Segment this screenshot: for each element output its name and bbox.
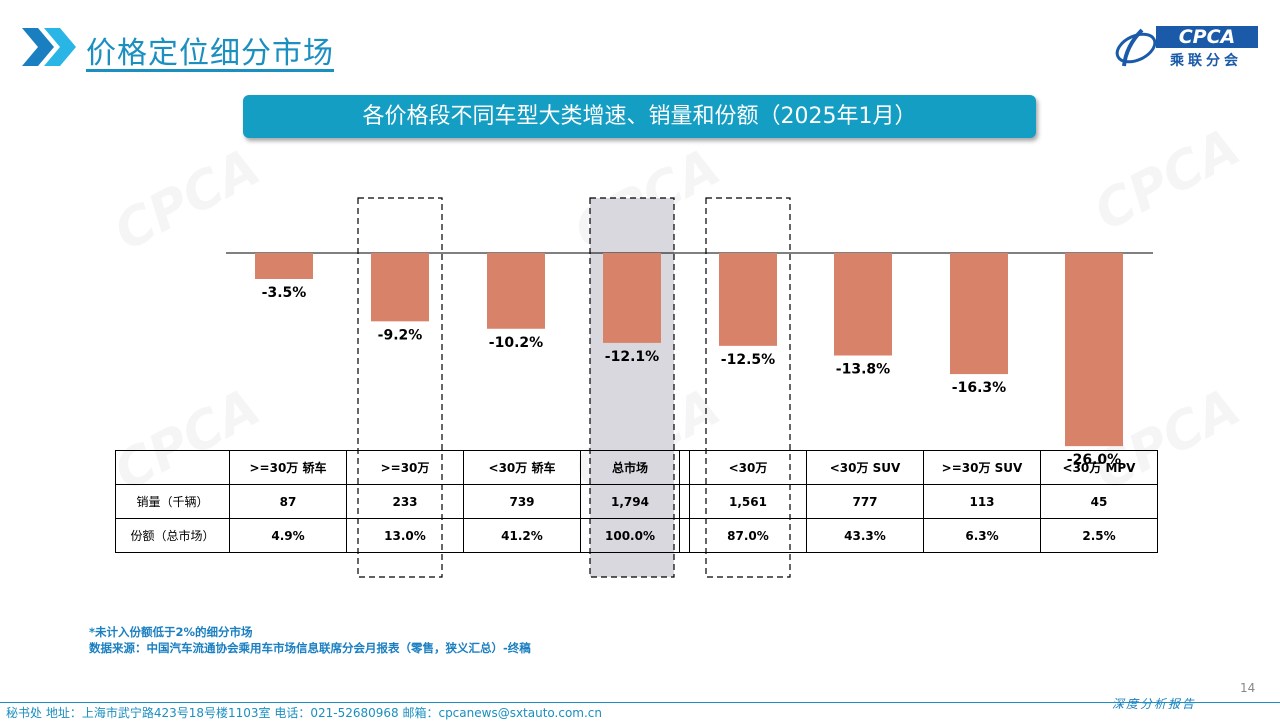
footer-contact: 秘书处 地址：上海市武宁路423号18号楼1103室 电话：021-526809… (6, 706, 603, 720)
table-cell: <30万 SUV (806, 450, 924, 485)
bar (950, 253, 1008, 375)
title-chevron-icon (22, 28, 76, 66)
table-header-row: >=30万 轿车 >=30万 <30万 轿车 总市场 <30万 <30万 SUV >=30万… (115, 450, 1158, 485)
table-row: 份额（总市场） 4.9% 13.0% 41.2% 100.0% 87.0% 43.3% 6.3… (115, 518, 1158, 553)
table-cell: >=30万 (346, 450, 464, 485)
page-title: 价格定位细分市场 (86, 36, 334, 71)
bar (603, 253, 661, 343)
table-cell: 87.0% (689, 518, 807, 553)
table-cell: 41.2% (463, 518, 581, 553)
table-cell: 87 (229, 484, 347, 519)
table-cell: 1,561 (689, 484, 807, 519)
bar (255, 253, 313, 279)
footer-divider (0, 702, 1280, 703)
table-cell: <30万 (689, 450, 807, 485)
table-row-label: 销量（千辆） (115, 484, 230, 519)
table-cell: 100.0% (580, 518, 680, 553)
cpca-logo: CPCA 乘联分会 (1112, 24, 1262, 72)
table-cell: <30万 轿车 (463, 450, 581, 485)
logo-cn: 乘联分会 (1170, 53, 1242, 69)
bar-value-label: -13.8% (836, 362, 890, 378)
table-cell: 4.9% (229, 518, 347, 553)
table-spacer (679, 484, 690, 519)
highlight-box (705, 197, 791, 578)
data-table: >=30万 轿车 >=30万 <30万 轿车 总市场 <30万 <30万 SUV >=30万… (115, 450, 1158, 553)
bar-value-label: -3.5% (262, 285, 307, 301)
bar-value-label: -16.3% (952, 380, 1006, 396)
table-cell: >=30万 轿车 (229, 450, 347, 485)
table-cell: 45 (1040, 484, 1158, 519)
bar (1065, 253, 1123, 447)
bar-value-label: -12.1% (605, 349, 659, 365)
table-cell: <30万 MPV (1040, 450, 1158, 485)
bar (487, 253, 545, 329)
table-row-label: 份额（总市场） (115, 518, 230, 553)
table-cell: 777 (806, 484, 924, 519)
table-cell: 113 (923, 484, 1041, 519)
table-spacer (679, 450, 690, 485)
bar (371, 253, 429, 322)
table-row: 销量（千辆） 87 233 739 1,794 1,561 777 113 45 (115, 484, 1158, 519)
table-cell: 13.0% (346, 518, 464, 553)
bar-value-label: -12.5% (721, 352, 775, 368)
table-spacer (679, 518, 690, 553)
chart-banner-title: 各价格段不同车型大类增速、销量和份额（2025年1月） (243, 95, 1036, 138)
page-number: 14 (1240, 681, 1256, 695)
report-tag: 深度分析报告 (1112, 697, 1197, 711)
logo-word: CPCA (1156, 26, 1258, 48)
table-cell: 233 (346, 484, 464, 519)
bar (834, 253, 892, 356)
bar-value-label: -9.2% (378, 327, 423, 343)
table-cell: 43.3% (806, 518, 924, 553)
table-cell: 6.3% (923, 518, 1041, 553)
bar (719, 253, 777, 346)
table-cell: 739 (463, 484, 581, 519)
table-row-label (115, 450, 230, 485)
note-data-source: 数据来源：中国汽车流通协会乘用车市场信息联席分会月报表（零售，狭义汇总）-终稿 (89, 641, 531, 655)
table-cell: >=30万 SUV (923, 450, 1041, 485)
highlight-box (357, 197, 443, 578)
table-cell: 1,794 (580, 484, 680, 519)
note-share-threshold: *未计入份额低于2%的细分市场 (89, 625, 253, 639)
table-cell: 总市场 (580, 450, 680, 485)
bar-value-label: -10.2% (489, 335, 543, 351)
cpca-logo-icon (1115, 28, 1157, 67)
table-cell: 2.5% (1040, 518, 1158, 553)
